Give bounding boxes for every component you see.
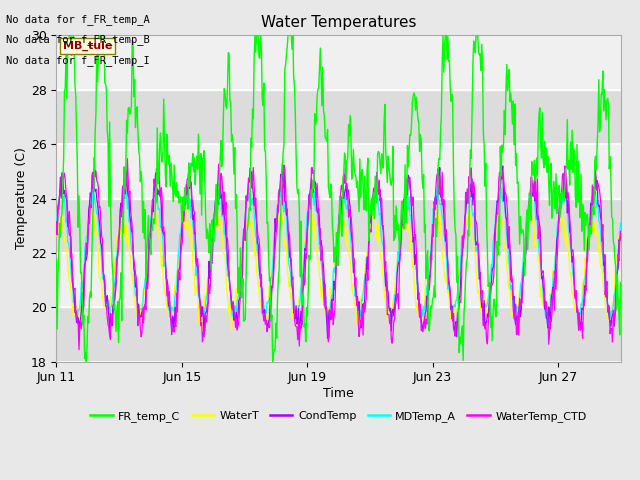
Title: Water Temperatures: Water Temperatures: [260, 15, 416, 30]
Text: No data for f_FR_temp_B: No data for f_FR_temp_B: [6, 35, 150, 46]
Text: No data for f_FR_temp_A: No data for f_FR_temp_A: [6, 14, 150, 25]
Bar: [56, 144, 621, 199]
Bar: [56, 36, 621, 90]
Bar: [56, 253, 621, 307]
X-axis label: Time: Time: [323, 387, 354, 400]
Text: No data for f_FR_Temp_I: No data for f_FR_Temp_I: [6, 55, 150, 66]
Legend: FR_temp_C, WaterT, CondTemp, MDTemp_A, WaterTemp_CTD: FR_temp_C, WaterT, CondTemp, MDTemp_A, W…: [86, 407, 591, 426]
Text: MB_tule: MB_tule: [63, 41, 112, 51]
Y-axis label: Temperature (C): Temperature (C): [15, 147, 28, 250]
